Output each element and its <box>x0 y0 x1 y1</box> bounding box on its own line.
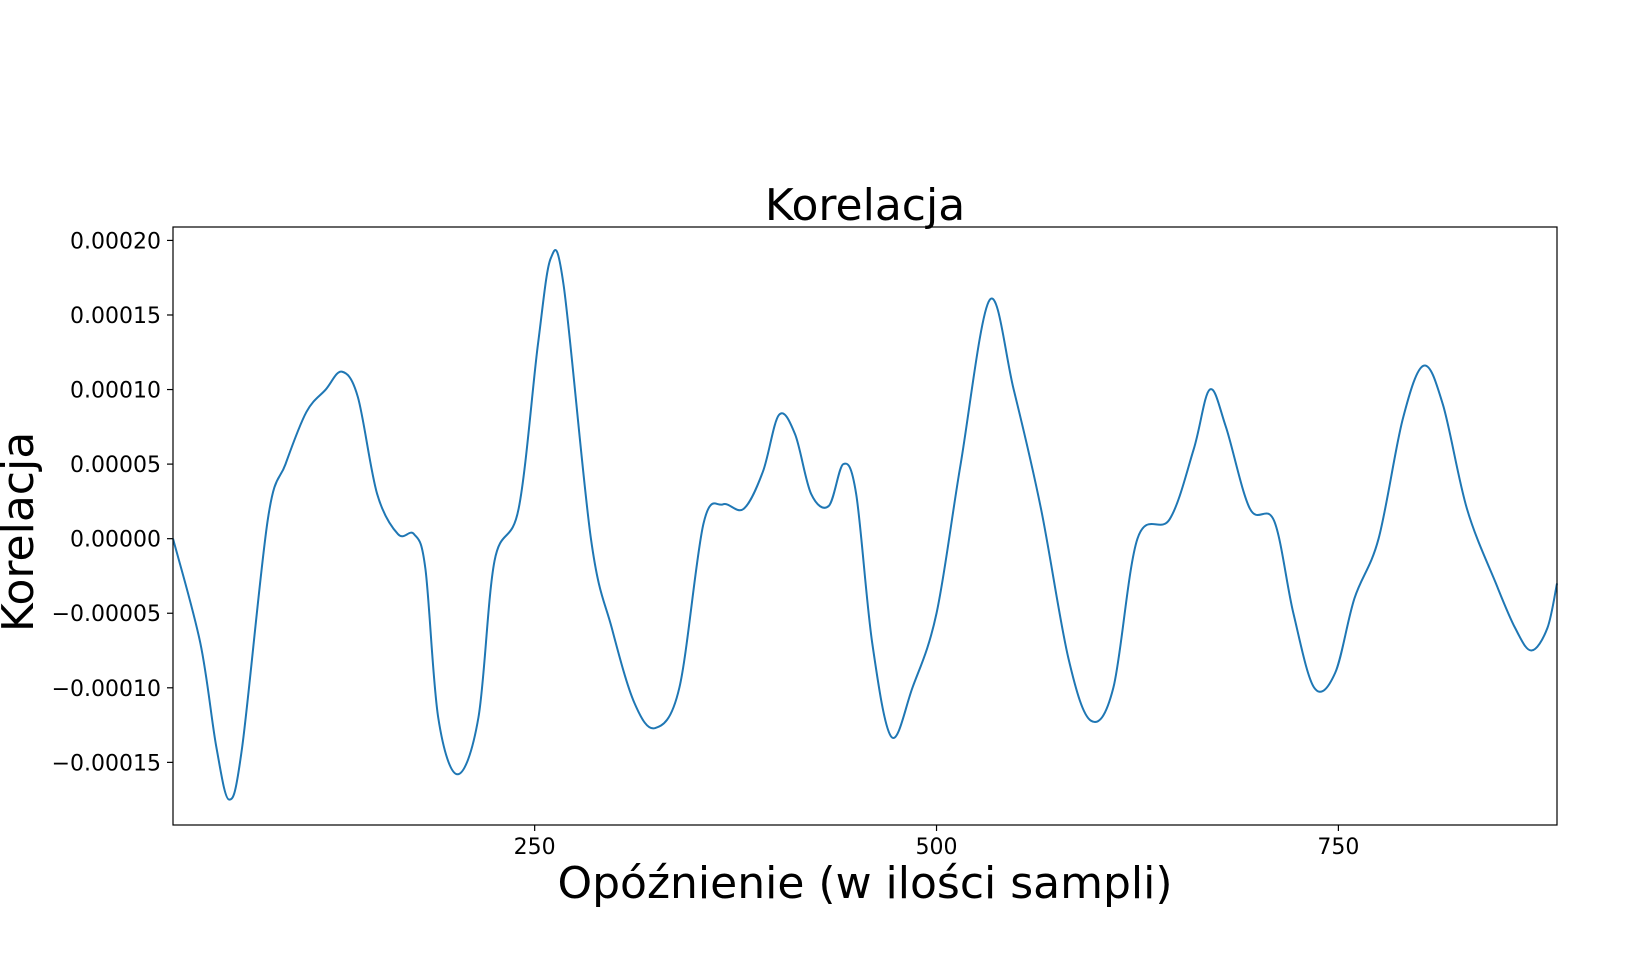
x-axis-label: Opóźnienie (w ilości sampli) <box>557 858 1172 909</box>
x-axis-ticks: 250 500 750 <box>514 825 1359 860</box>
y-tick-label: −0.00010 <box>52 677 161 702</box>
y-tick-label: 0.00015 <box>70 304 161 329</box>
y-tick-label: 0.00020 <box>70 229 161 254</box>
chart-title: Korelacja <box>765 180 965 231</box>
plot-frame <box>172 226 1558 826</box>
correlation-line <box>172 249 1558 801</box>
y-tick-label: −0.00015 <box>52 751 161 776</box>
x-tick-label: 250 <box>514 835 556 860</box>
y-axis-ticks: 0.00020 0.00015 0.00010 0.00005 0.00000 −0.00… <box>52 229 173 776</box>
y-tick-label: 0.00005 <box>70 453 161 478</box>
x-tick-label: 500 <box>916 835 958 860</box>
x-tick-label: 750 <box>1317 835 1359 860</box>
y-tick-label: 0.00010 <box>70 379 161 404</box>
y-tick-label: −0.00005 <box>52 602 161 627</box>
y-tick-label: 0.00000 <box>70 528 161 553</box>
y-axis-label: Korelacja <box>0 432 44 632</box>
